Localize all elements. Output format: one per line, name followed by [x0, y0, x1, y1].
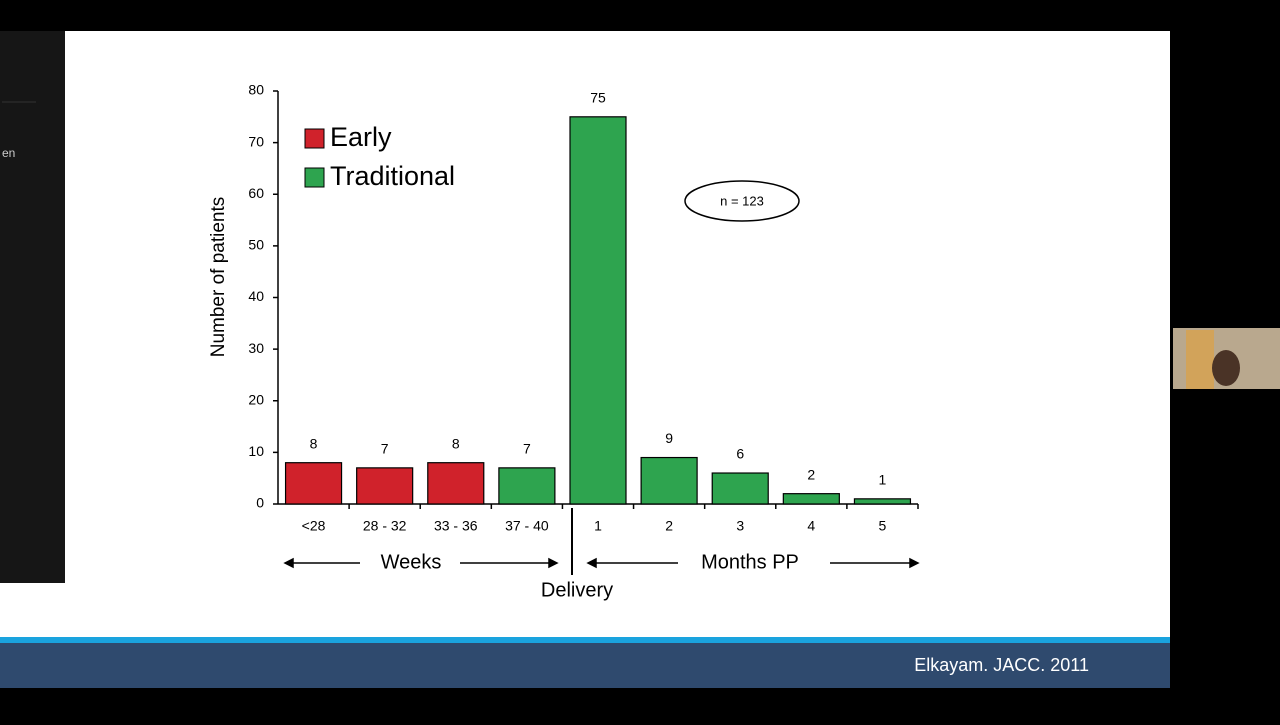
x-tick-label: 2: [665, 518, 673, 534]
value-label: 8: [452, 435, 460, 451]
bar: [284, 462, 343, 505]
chart: Number of patients n = 123 Delivery Week…: [208, 82, 920, 601]
sample-ellipse: [684, 180, 800, 222]
value-label: 8: [310, 435, 318, 451]
x-tick-label: 5: [879, 518, 887, 534]
side-panel: [0, 31, 65, 583]
x-tick-label: 3: [736, 518, 744, 534]
y-tick-label: 40: [248, 288, 264, 304]
y-tick-label: 10: [248, 443, 264, 459]
weeks-label: Weeks: [381, 551, 442, 573]
legend-label: Traditional: [330, 161, 455, 191]
footer-stripe: [0, 637, 1170, 643]
y-tick-label: 70: [248, 133, 264, 149]
webcam-door: [1186, 330, 1214, 389]
x-tick-label: <28: [302, 518, 326, 534]
y-tick-label: 20: [248, 391, 264, 407]
bar: [711, 472, 769, 505]
value-label: 7: [523, 441, 531, 457]
delivery-label: Delivery: [541, 579, 613, 601]
x-tick-label: 28 - 32: [363, 518, 407, 534]
y-axis-label: Number of patients: [208, 197, 229, 358]
value-label: 75: [590, 90, 606, 106]
y-tick-label: 0: [256, 495, 264, 511]
value-label: 1: [879, 472, 887, 488]
bar: [569, 116, 627, 505]
arrow-head: [586, 557, 597, 569]
arrow-head: [909, 557, 920, 569]
bar: [640, 456, 698, 505]
bar: [853, 498, 912, 505]
value-label: 7: [381, 441, 389, 457]
legend-swatch: [304, 128, 325, 149]
x-tick-label: 4: [807, 518, 815, 534]
x-tick-label: 1: [594, 518, 602, 534]
range-arrows: [283, 557, 920, 569]
webcam-person: [1212, 350, 1240, 386]
legend-label: Early: [330, 122, 392, 152]
months-label: Months PP: [701, 551, 799, 573]
bar: [356, 467, 414, 505]
y-tick-label: 30: [248, 340, 264, 356]
value-label: 6: [736, 446, 744, 462]
y-tick-label: 80: [248, 82, 264, 98]
footer-citation: Elkayam. JACC. 2011: [914, 655, 1089, 675]
value-label: 9: [665, 430, 673, 446]
x-tick-label: 37 - 40: [505, 518, 549, 534]
side-text: en: [2, 146, 15, 160]
bar: [782, 493, 840, 505]
bar: [498, 467, 556, 505]
x-tick-label: 33 - 36: [434, 518, 478, 534]
bar: [427, 462, 485, 505]
sample-size: n = 123: [720, 193, 764, 208]
arrow-head: [283, 557, 294, 569]
footer-bar: [0, 643, 1170, 688]
y-tick-label: 50: [248, 237, 264, 253]
value-label: 2: [807, 466, 815, 482]
arrow-head: [548, 557, 559, 569]
y-tick-label: 60: [248, 185, 264, 201]
legend-swatch: [304, 167, 325, 188]
